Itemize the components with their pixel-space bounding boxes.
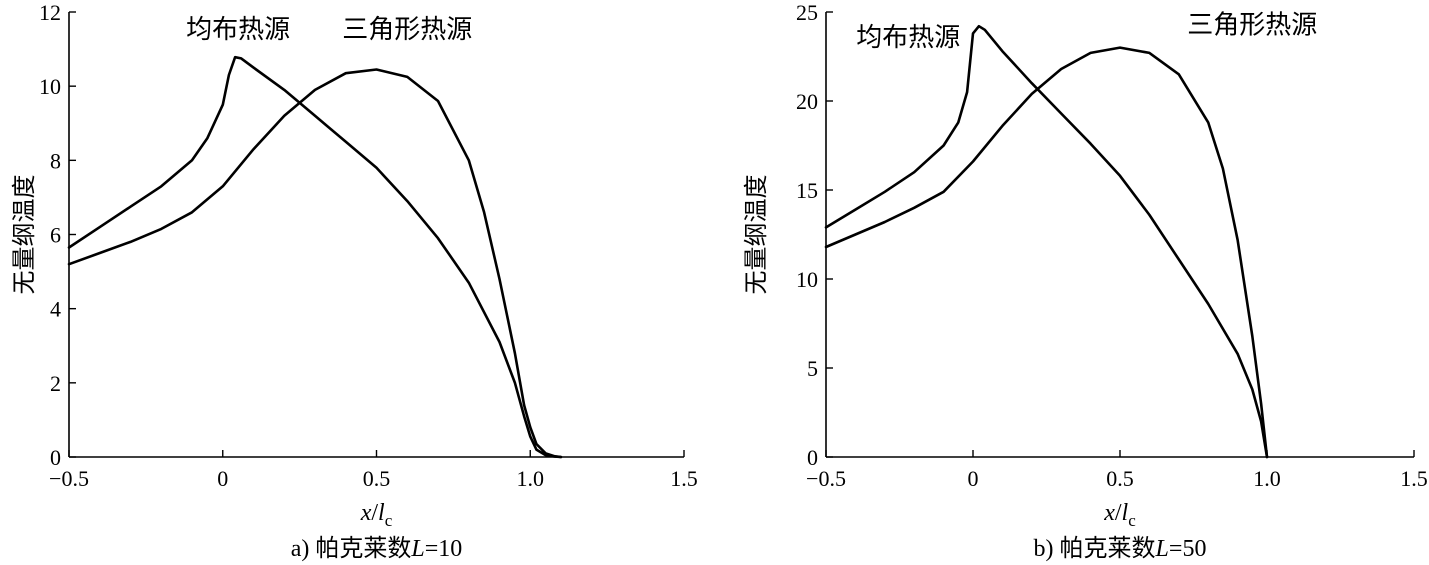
x-axis-label-subscript: c xyxy=(1128,511,1136,530)
curve-annotation: 均布热源 xyxy=(856,23,960,52)
x-axis-label-var: x xyxy=(1103,500,1115,526)
x-tick-label: 0.5 xyxy=(1106,466,1134,491)
x-tick-label: 1.5 xyxy=(670,466,698,491)
x-axis-label-subscript: c xyxy=(385,511,393,530)
x-axis-label: x/lc xyxy=(1103,500,1136,530)
y-tick-label: 15 xyxy=(796,178,818,203)
y-tick-label: 0 xyxy=(807,445,818,470)
series-line-2 xyxy=(824,46,1269,459)
y-axis-label: 无量纲温度 xyxy=(743,175,770,295)
y-tick-label: 10 xyxy=(796,267,818,292)
chart-caption: b) 帕克莱数L=50 xyxy=(1034,535,1207,562)
x-axis-label: x/lc xyxy=(360,500,393,530)
x-tick-label: 1.0 xyxy=(1253,466,1281,491)
y-tick-label: 2 xyxy=(50,371,61,396)
x-axis-label-var: x xyxy=(360,500,372,526)
series-line-2 xyxy=(67,68,563,459)
curve-annotation: 三角形热源 xyxy=(342,15,472,44)
y-tick-label: 8 xyxy=(50,148,61,173)
y-tick-label: 4 xyxy=(50,297,61,322)
x-tick-label: 1.0 xyxy=(517,466,545,491)
x-axis-label-slash: / xyxy=(1115,500,1122,526)
caption-suffix: =50 xyxy=(1169,536,1207,562)
x-axis-label-l: l xyxy=(1122,500,1129,526)
x-tick-label: −0.5 xyxy=(806,466,846,491)
x-tick-label: 0 xyxy=(217,466,228,491)
caption-suffix: =10 xyxy=(425,536,463,562)
chart-caption: a) 帕克莱数L=10 xyxy=(291,535,463,562)
caption-prefix: a) 帕克莱数 xyxy=(291,535,412,562)
x-axis-label-slash: / xyxy=(371,500,378,526)
x-tick-label: 1.5 xyxy=(1400,466,1428,491)
y-tick-label: 25 xyxy=(796,0,818,25)
x-tick-label: 0 xyxy=(968,466,979,491)
y-tick-label: 10 xyxy=(39,74,61,99)
y-tick-label: 12 xyxy=(39,0,61,25)
y-tick-label: 6 xyxy=(50,223,61,248)
caption-variable: L xyxy=(410,536,424,562)
y-tick-label: 20 xyxy=(796,89,818,114)
series-line-1 xyxy=(67,55,563,459)
curve-annotation: 均布热源 xyxy=(186,15,290,44)
series-line-1 xyxy=(824,24,1269,459)
y-tick-label: 0 xyxy=(50,445,61,470)
caption-prefix: b) 帕克莱数 xyxy=(1034,535,1156,562)
y-axis-label: 无量纲温度 xyxy=(11,175,38,295)
curve-annotation: 三角形热源 xyxy=(1187,10,1317,39)
x-tick-label: −0.5 xyxy=(49,466,89,491)
y-tick-label: 5 xyxy=(807,356,818,381)
x-tick-label: 0.5 xyxy=(363,466,391,491)
caption-variable: L xyxy=(1155,536,1169,562)
x-axis-label-l: l xyxy=(378,500,385,526)
